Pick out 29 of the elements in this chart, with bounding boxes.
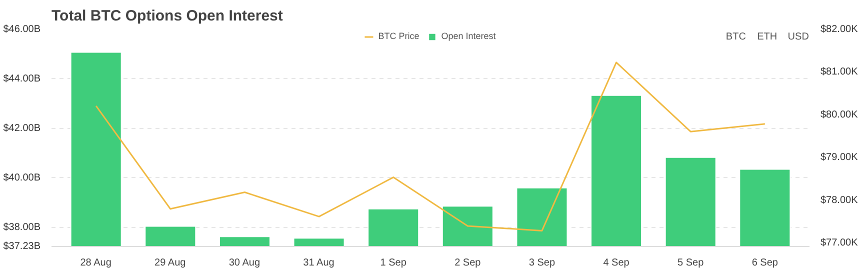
y-tick-label: $46.00B <box>3 24 41 35</box>
chart-title: Total BTC Options Open Interest <box>52 8 283 24</box>
y2-tick-label: $81.00K <box>820 66 858 78</box>
y2-tick-label: $79.00K <box>820 152 858 164</box>
y-tick-label: $38.00B <box>3 222 41 233</box>
annotation: ETH <box>757 32 778 42</box>
legend-label: BTC Price <box>378 31 420 41</box>
x-tick-label: 5 Sep <box>678 258 704 268</box>
y-tick-label: $37.23B <box>3 241 41 252</box>
y2-tick-label: $77.00K <box>820 238 858 249</box>
x-tick-label: 28 Aug <box>80 258 112 268</box>
y-tick-label: $40.00B <box>3 172 41 184</box>
x-tick-label: 29 Aug <box>154 258 186 268</box>
x-tick-label: 30 Aug <box>228 258 260 268</box>
y-tick-label: $44.00B <box>3 73 41 84</box>
x-tick-label: 1 Sep <box>380 258 407 268</box>
x-tick-label: 6 Sep <box>752 258 778 268</box>
annotation: USD <box>788 32 809 42</box>
x-tick-label: 3 Sep <box>528 258 556 268</box>
legend-label: Open Interest <box>441 31 496 41</box>
x-tick-label: 4 Sep <box>603 258 630 268</box>
line-series <box>95 62 766 232</box>
x-tick-label: 31 Aug <box>303 258 334 268</box>
y-tick-label: $42.00B <box>3 122 41 134</box>
annotation: BTC <box>726 32 746 42</box>
y2-tick-label: $82.00K <box>820 24 858 35</box>
y2-tick-label: $78.00K <box>820 194 858 206</box>
x-tick-label: 2 Sep <box>454 258 482 268</box>
y2-tick-label: $80.00K <box>820 109 858 120</box>
